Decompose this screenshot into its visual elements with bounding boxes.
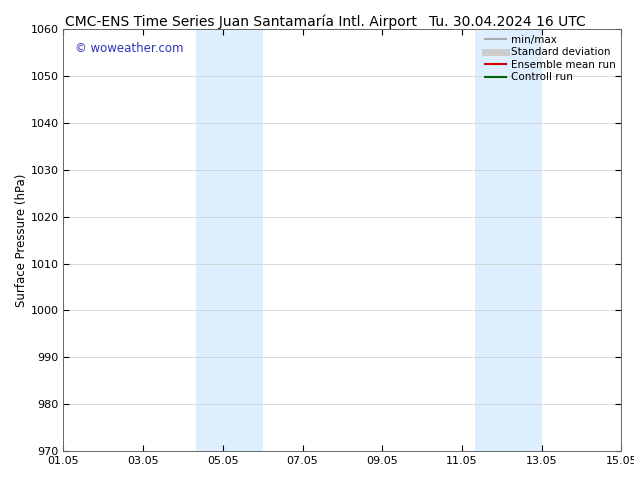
Y-axis label: Surface Pressure (hPa): Surface Pressure (hPa) [15,173,28,307]
Bar [196,29,262,451]
Text: Tu. 30.04.2024 16 UTC: Tu. 30.04.2024 16 UTC [429,15,586,29]
Text: © woweather.com: © woweather.com [75,42,183,55]
Legend: min/max, Standard deviation, Ensemble mean run, Controll run: min/max, Standard deviation, Ensemble me… [485,35,616,82]
Bar [475,29,541,451]
Text: CMC-ENS Time Series Juan Santamaría Intl. Airport: CMC-ENS Time Series Juan Santamaría Intl… [65,15,417,29]
